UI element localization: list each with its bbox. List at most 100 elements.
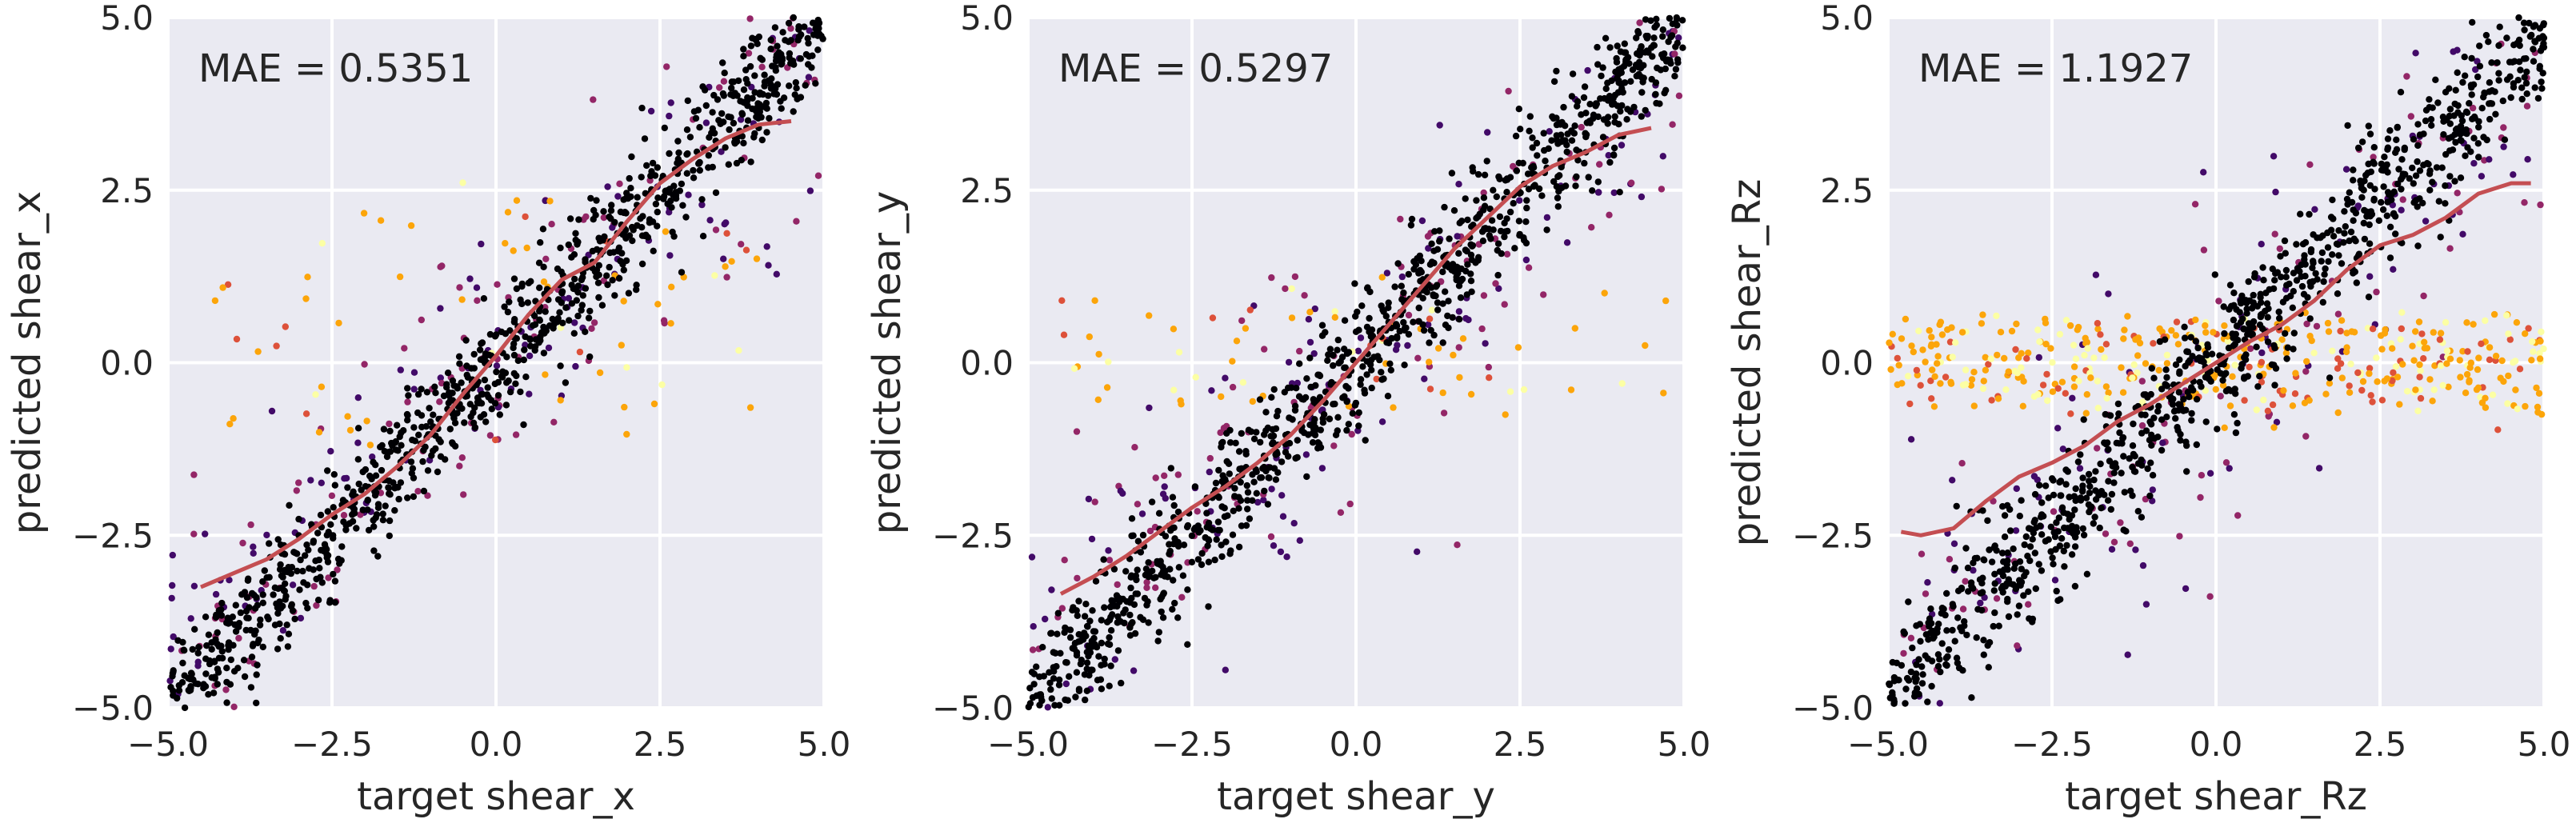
scatter-point: [396, 433, 403, 441]
scatter-point: [2067, 410, 2074, 417]
scatter-point: [609, 277, 616, 284]
scatter-point: [1235, 505, 1242, 512]
scatter-point: [287, 602, 295, 610]
scatter-point: [2120, 335, 2127, 342]
scatter-point: [2326, 374, 2334, 382]
scatter-point: [365, 526, 373, 534]
scatter-point: [2258, 299, 2265, 306]
scatter-point: [566, 215, 574, 222]
scatter-point: [1357, 381, 1364, 388]
scatter-point: [786, 50, 794, 58]
scatter-point: [1090, 628, 1098, 635]
scatter-point: [2183, 348, 2190, 355]
scatter-point: [2324, 319, 2332, 327]
scatter-point: [1171, 535, 1178, 542]
scatter-point: [1621, 40, 1629, 47]
scatter-point: [2359, 378, 2367, 386]
scatter-point: [2138, 513, 2146, 521]
scatter-point: [603, 272, 610, 279]
scatter-point: [2529, 338, 2536, 346]
scatter-point: [488, 406, 495, 413]
scatter-point: [2280, 387, 2287, 394]
scatter-point: [1924, 698, 1931, 705]
scatter-point: [2258, 325, 2266, 333]
scatter-point: [638, 260, 646, 268]
scatter-point: [2030, 393, 2038, 400]
scatter-point: [2536, 62, 2543, 70]
scatter-point: [190, 471, 198, 478]
scatter-point: [274, 609, 282, 617]
scatter-point: [654, 301, 662, 308]
scatter-point: [2318, 258, 2325, 265]
scatter-point: [2290, 270, 2298, 277]
scatter-point: [608, 202, 615, 209]
scatter-point: [571, 275, 578, 283]
scatter-point: [1962, 577, 1969, 585]
scatter-point: [550, 325, 557, 332]
scatter-point: [339, 497, 347, 504]
scatter-point: [2298, 282, 2306, 290]
scatter-point: [1480, 292, 1488, 299]
scatter-point: [1426, 386, 1434, 393]
scatter-point: [1074, 574, 1081, 582]
scatter-point: [2018, 350, 2025, 357]
scatter-point: [370, 523, 378, 530]
scatter-point: [1610, 152, 1618, 159]
scatter-point: [2070, 363, 2078, 370]
scatter-point: [1191, 483, 1199, 490]
scatter-point: [473, 284, 481, 291]
scatter-point: [2074, 326, 2081, 334]
scatter-point: [1158, 608, 1165, 616]
scatter-point: [1058, 297, 1066, 304]
scatter-point: [1979, 507, 1986, 514]
scatter-point: [1366, 288, 1374, 296]
scatter-point: [559, 319, 566, 326]
scatter-point: [1038, 693, 1045, 701]
scatter-point: [765, 262, 772, 269]
scatter-point: [767, 46, 774, 53]
scatter-point: [1979, 385, 1987, 393]
scatter-point: [738, 157, 745, 164]
scatter-point: [2253, 343, 2260, 350]
scatter-point: [572, 230, 579, 237]
scatter-point: [2438, 164, 2446, 171]
scatter-point: [2414, 407, 2422, 414]
scatter-point: [2162, 381, 2169, 388]
scatter-point: [711, 272, 718, 279]
scatter-point: [1355, 409, 1362, 417]
scatter-point: [2327, 214, 2335, 221]
scatter-point: [1982, 354, 1989, 361]
scatter-point: [1175, 564, 1183, 571]
scatter-point: [1474, 170, 1482, 178]
scatter-point: [297, 556, 304, 564]
scatter-point: [334, 566, 341, 573]
scatter-point: [1194, 508, 1201, 515]
scatter-point: [666, 112, 673, 120]
scatter-point: [753, 255, 761, 262]
scatter-point: [1425, 321, 1432, 329]
scatter-point: [1990, 587, 1998, 594]
scatter-point: [719, 59, 726, 66]
scatter-point: [2475, 154, 2482, 161]
scatter-point: [2522, 79, 2530, 87]
scatter-point: [2354, 369, 2362, 377]
scatter-point: [273, 600, 280, 608]
scatter-point: [2307, 246, 2315, 254]
scatter-point: [2337, 360, 2345, 367]
scatter-point: [2515, 14, 2522, 22]
scatter-point: [1107, 662, 1114, 669]
scatter-point: [2155, 402, 2162, 410]
scatter-point: [2478, 340, 2485, 347]
scatter-point: [310, 582, 318, 590]
scatter-point: [1430, 331, 1438, 339]
scatter-point: [1980, 637, 1987, 644]
scatter-point: [355, 480, 362, 488]
scatter-point: [2325, 328, 2333, 335]
scatter-point: [2276, 314, 2283, 322]
scatter-point: [1138, 510, 1146, 517]
scatter-point: [1309, 439, 1317, 446]
scatter-point: [2534, 409, 2542, 416]
scatter-point: [623, 430, 630, 438]
scatter-point: [1410, 318, 1417, 326]
y-tick-label: 0.0: [100, 344, 154, 383]
